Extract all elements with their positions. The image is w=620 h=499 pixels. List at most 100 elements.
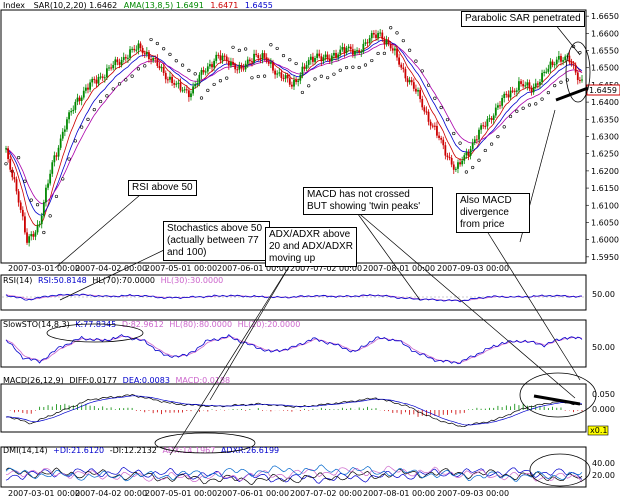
- candle-body: [280, 72, 283, 78]
- candle-body: [459, 162, 461, 165]
- candle-body: [429, 121, 432, 126]
- sar-dot: [73, 139, 77, 143]
- price-y-tick-label: 1.6400: [591, 98, 619, 107]
- candle-body: [368, 38, 371, 43]
- candle-body: [492, 115, 495, 120]
- date-label: 2007-04-02 00:00: [75, 489, 147, 498]
- sar-dot: [326, 76, 330, 80]
- sar-dot: [546, 91, 550, 95]
- dmi-lines: [5, 464, 583, 485]
- candle-body: [427, 111, 430, 122]
- candle-body: [465, 152, 468, 156]
- date-label: 2007-06-01 00:00: [217, 489, 289, 498]
- candle-body: [223, 55, 226, 57]
- dmi-line: [5, 467, 583, 485]
- sar-dot: [458, 141, 462, 145]
- date-label: 2007-03-01 00:00: [8, 489, 80, 498]
- candle-body: [124, 57, 127, 59]
- candle-body: [574, 65, 577, 73]
- candle-body: [156, 58, 159, 66]
- candle-body: [324, 54, 327, 58]
- sar-dot: [553, 84, 557, 88]
- candle-body: [288, 78, 291, 85]
- dmi-tick-40: 40.00: [592, 459, 615, 468]
- candle-body: [13, 177, 16, 180]
- sar-dot: [496, 134, 500, 139]
- sar-dot: [281, 53, 286, 58]
- candle-body: [370, 33, 373, 39]
- candle-body: [480, 125, 482, 130]
- candle-body: [341, 47, 344, 50]
- sar-dot: [199, 96, 204, 100]
- sar-dot: [471, 165, 475, 170]
- candle-body: [59, 138, 62, 148]
- sar-dot: [80, 125, 84, 129]
- candle-body: [21, 209, 24, 217]
- last-price-tag: 1.6459: [589, 86, 617, 95]
- candle-body: [518, 81, 520, 91]
- candle-body: [534, 83, 537, 87]
- candle-body: [400, 64, 403, 68]
- macd-scale-badge: [587, 425, 609, 436]
- candle-body: [576, 72, 579, 80]
- candle-body: [32, 234, 35, 237]
- candle-body: [7, 148, 10, 159]
- candle-body: [522, 83, 525, 87]
- candle-body: [200, 70, 203, 75]
- macd-panel: [0, 383, 587, 433]
- sar-dot: [426, 83, 431, 87]
- candle-body: [78, 97, 81, 101]
- candle-body: [354, 50, 356, 55]
- sar-dot: [508, 114, 513, 118]
- candle-body: [173, 83, 176, 85]
- sar-dot: [294, 61, 298, 66]
- candle-body: [385, 40, 388, 45]
- candle-body: [255, 53, 258, 56]
- candle-body: [335, 52, 337, 58]
- candle-body: [17, 191, 20, 203]
- sar-dot: [376, 51, 380, 56]
- candle-body: [19, 202, 22, 210]
- sar-dot: [193, 72, 197, 76]
- sar-dot: [521, 106, 525, 110]
- candle-body: [337, 54, 340, 58]
- price-y-tick-label: 1.6250: [591, 150, 619, 159]
- candle-body: [164, 72, 167, 80]
- adx-annotation: ADX/ADXR above 20 and ADX/ADXR moving up: [265, 227, 357, 267]
- candle-body: [570, 62, 573, 65]
- candle-body: [158, 65, 161, 69]
- candle-body: [217, 54, 220, 56]
- candle-body: [394, 48, 396, 51]
- sar-dot: [408, 48, 412, 52]
- candle-body: [358, 50, 361, 53]
- sar-dot: [4, 162, 8, 166]
- candle-body: [251, 61, 253, 63]
- candle-body: [412, 82, 415, 89]
- sar-dot: [490, 142, 494, 146]
- candle-body: [257, 55, 260, 59]
- candle-body: [547, 68, 550, 72]
- candle-body: [553, 64, 556, 66]
- candle-body: [303, 66, 306, 69]
- candle-body: [204, 71, 207, 73]
- candle-body: [417, 90, 419, 92]
- sar-dot: [149, 37, 153, 42]
- price-y-axis: 1.66501.66001.65501.65001.64501.64001.63…: [586, 12, 619, 262]
- sar-dot: [338, 68, 342, 72]
- candle-body: [89, 82, 91, 90]
- sar-dot: [143, 64, 147, 68]
- candle-body: [290, 84, 293, 87]
- candle-body: [448, 157, 451, 159]
- candle-body: [581, 79, 583, 81]
- candle-body: [135, 49, 138, 51]
- sar-dot: [578, 51, 582, 55]
- candle-body: [118, 62, 121, 65]
- candle-body: [206, 66, 209, 72]
- sar-dot: [48, 214, 52, 218]
- candle-body: [232, 61, 234, 65]
- sar-dot: [414, 59, 418, 63]
- dmi-line: [5, 465, 583, 483]
- candle-body: [261, 53, 264, 60]
- sar-dot: [117, 82, 122, 86]
